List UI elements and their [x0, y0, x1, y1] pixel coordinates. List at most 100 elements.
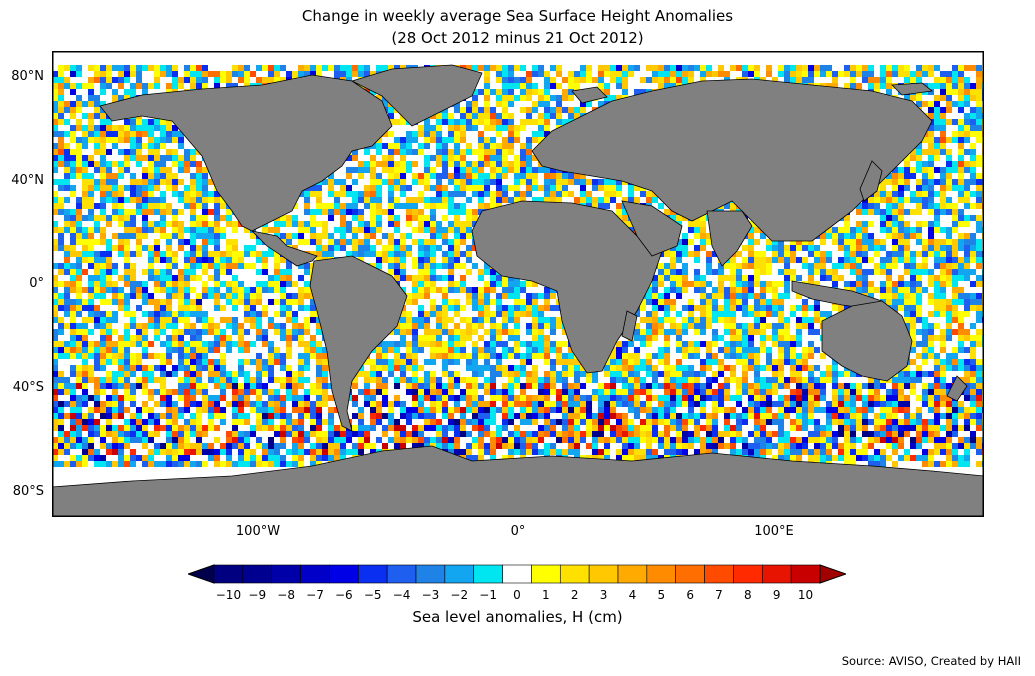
- anomaly-cell: [568, 83, 574, 89]
- anomaly-cell: [868, 197, 874, 203]
- anomaly-cell: [376, 251, 382, 257]
- anomaly-cell: [88, 203, 94, 209]
- anomaly-cell: [964, 137, 970, 143]
- anomaly-cell: [466, 161, 472, 167]
- anomaly-cell: [730, 275, 736, 281]
- anomaly-cell: [58, 209, 64, 215]
- anomaly-cell: [868, 203, 874, 209]
- anomaly-cell: [106, 173, 112, 179]
- anomaly-cell: [754, 257, 760, 263]
- anomaly-cell: [388, 107, 394, 113]
- anomaly-cell: [496, 89, 502, 95]
- anomaly-cell: [964, 173, 970, 179]
- anomaly-cell: [370, 227, 376, 233]
- anomaly-cell: [124, 209, 130, 215]
- anomaly-cell: [928, 173, 934, 179]
- anomaly-cell: [406, 281, 412, 287]
- anomaly-cell: [82, 173, 88, 179]
- anomaly-cell: [514, 179, 520, 185]
- anomaly-cell: [910, 239, 916, 245]
- anomaly-cell: [532, 89, 538, 95]
- anomaly-cell: [172, 131, 178, 137]
- anomaly-cell: [394, 215, 400, 221]
- anomaly-cell: [136, 239, 142, 245]
- anomaly-cell: [376, 215, 382, 221]
- anomaly-cell: [814, 263, 820, 269]
- anomaly-cell: [484, 161, 490, 167]
- anomaly-cell: [892, 191, 898, 197]
- anomaly-cell: [148, 263, 154, 269]
- anomaly-cell: [214, 251, 220, 257]
- anomaly-cell: [424, 173, 430, 179]
- lat-tick-40n: 40°N: [11, 173, 44, 188]
- anomaly-cell: [370, 239, 376, 245]
- anomaly-cell: [370, 251, 376, 257]
- anomaly-cell: [112, 167, 118, 173]
- anomaly-cell: [964, 89, 970, 95]
- anomaly-cell: [490, 89, 496, 95]
- anomaly-cell: [538, 191, 544, 197]
- anomaly-cell: [484, 65, 490, 71]
- anomaly-cell: [382, 101, 388, 107]
- anomaly-cell: [52, 119, 58, 125]
- anomaly-cell: [208, 71, 214, 77]
- anomaly-cell: [844, 257, 850, 263]
- anomaly-cell: [52, 89, 58, 95]
- anomaly-cell: [820, 77, 826, 83]
- anomaly-cell: [100, 137, 106, 143]
- anomaly-cell: [136, 161, 142, 167]
- anomaly-cell: [436, 203, 442, 209]
- anomaly-cell: [850, 269, 856, 275]
- anomaly-cell: [160, 215, 166, 221]
- anomaly-cell: [436, 131, 442, 137]
- anomaly-cell: [238, 281, 244, 287]
- anomaly-cell: [310, 215, 316, 221]
- anomaly-cell: [58, 71, 64, 77]
- anomaly-cell: [964, 125, 970, 131]
- anomaly-cell: [70, 137, 76, 143]
- anomaly-cell: [400, 155, 406, 161]
- anomaly-cell: [406, 245, 412, 251]
- anomaly-cell: [160, 233, 166, 239]
- anomaly-cell: [370, 191, 376, 197]
- anomaly-cell: [748, 245, 754, 251]
- anomaly-cell: [130, 185, 136, 191]
- anomaly-cell: [796, 77, 802, 83]
- anomaly-cell: [364, 179, 370, 185]
- anomaly-cell: [388, 263, 394, 269]
- anomaly-cell: [100, 65, 106, 71]
- anomaly-cell: [64, 197, 70, 203]
- anomaly-cell: [304, 239, 310, 245]
- anomaly-cell: [340, 179, 346, 185]
- anomaly-cell: [796, 275, 802, 281]
- anomaly-cell: [58, 245, 64, 251]
- anomaly-cell: [946, 167, 952, 173]
- anomaly-cell: [148, 131, 154, 137]
- anomaly-cell: [952, 269, 958, 275]
- anomaly-cell: [544, 83, 550, 89]
- anomaly-cell: [892, 173, 898, 179]
- anomaly-cell: [238, 77, 244, 83]
- anomaly-cell: [82, 257, 88, 263]
- anomaly-cell: [970, 65, 976, 71]
- anomaly-cell: [148, 239, 154, 245]
- anomaly-cell: [796, 239, 802, 245]
- anomaly-cell: [76, 161, 82, 167]
- anomaly-cell: [478, 275, 484, 281]
- anomaly-cell: [166, 137, 172, 143]
- anomaly-cell: [106, 221, 112, 227]
- anomaly-cell: [70, 149, 76, 155]
- anomaly-cell: [520, 65, 526, 71]
- anomaly-cell: [946, 179, 952, 185]
- anomaly-cell: [856, 203, 862, 209]
- anomaly-cell: [52, 131, 58, 137]
- anomaly-cell: [928, 107, 934, 113]
- anomaly-cell: [616, 71, 622, 77]
- anomaly-cell: [502, 89, 508, 95]
- anomaly-cell: [94, 263, 100, 269]
- anomaly-cell: [844, 65, 850, 71]
- anomaly-cell: [862, 227, 868, 233]
- anomaly-cell: [472, 131, 478, 137]
- anomaly-cell: [160, 209, 166, 215]
- anomaly-cell: [142, 269, 148, 275]
